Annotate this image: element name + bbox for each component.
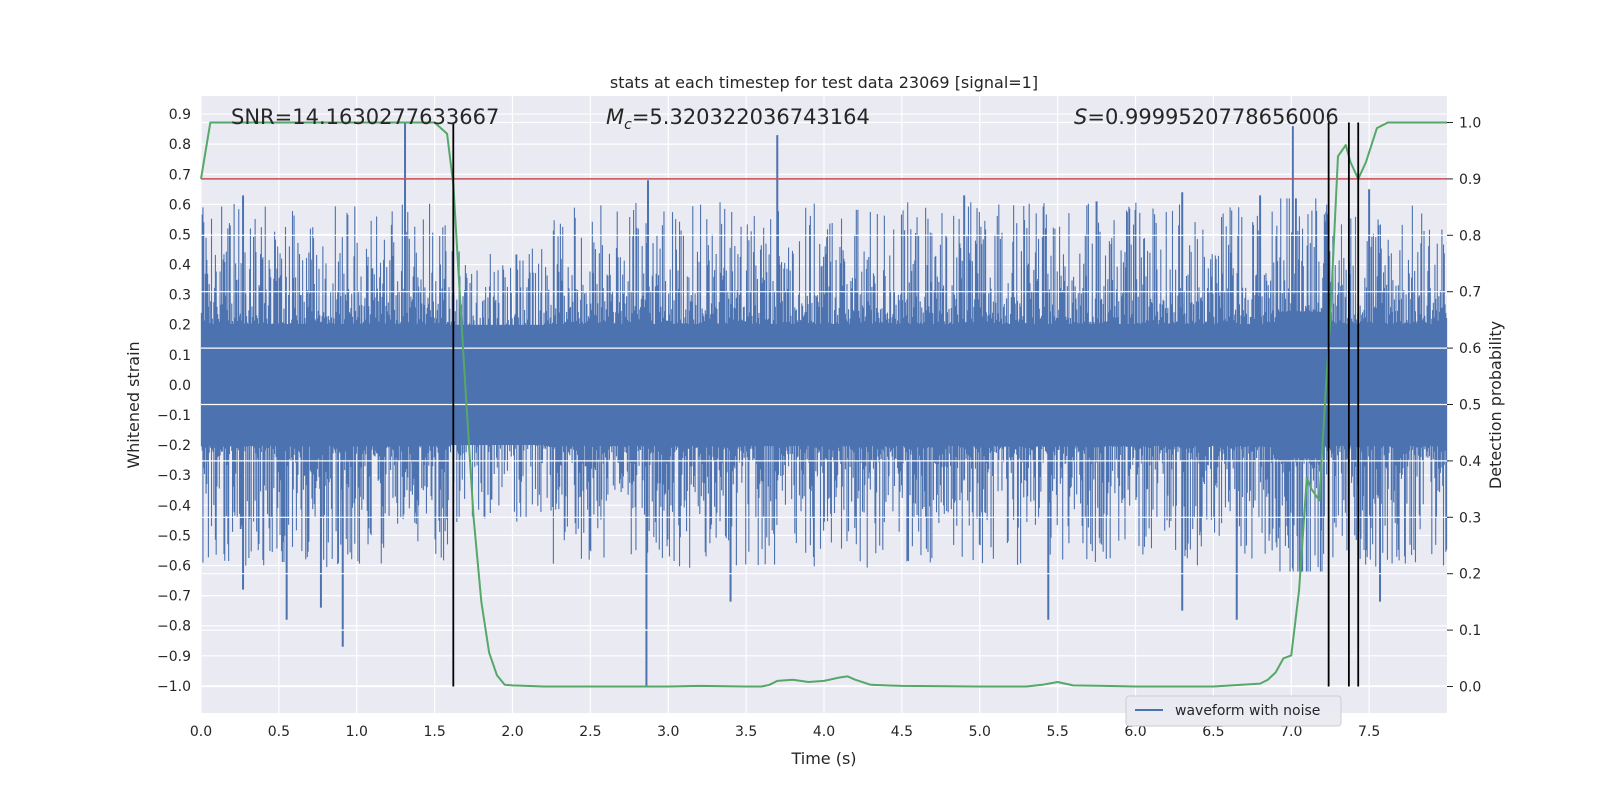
- y-tick-label: 0.0: [169, 378, 191, 394]
- chirp-mass-value: =5.320322036743164: [632, 105, 870, 129]
- vertical-markers: [452, 122, 1360, 687]
- x-tick-label: 4.0: [813, 724, 835, 740]
- y-tick-label: 0.1: [169, 348, 191, 364]
- x-tick-label: 3.5: [735, 724, 757, 740]
- x-tick-label: 3.0: [657, 724, 679, 740]
- y-tick-label: 0.5: [169, 227, 191, 243]
- y2-tick-label: 0.4: [1459, 454, 1481, 470]
- x-axis-label: Time (s): [790, 749, 856, 768]
- y-tick-label: −0.1: [157, 408, 191, 424]
- y-tick-label: 0.7: [169, 167, 191, 183]
- snr-annotation: SNR=14.1630277633667: [231, 105, 499, 129]
- y-tick-label: −0.6: [157, 559, 191, 575]
- chart-title: stats at each timestep for test data 230…: [610, 73, 1038, 92]
- y-tick-label: 0.4: [169, 258, 191, 274]
- y-tick-label: −0.7: [157, 589, 191, 605]
- y2-axis-ticks: 1.0 0.9 0.8 0.7 0.6 0.5 0.4 0.3 0.2 0.1 0.0: [1447, 116, 1481, 695]
- score-symbol: S: [1074, 105, 1087, 129]
- y2-axis-label: Detection probability: [1486, 321, 1505, 489]
- y2-tick-label: 0.3: [1459, 510, 1481, 526]
- y-tick-label: −1.0: [157, 679, 191, 695]
- x-tick-label: 5.5: [1046, 724, 1068, 740]
- chirp-mass-annotation: Mc=5.320322036743164: [606, 105, 870, 133]
- y2-tick-label: 0.6: [1459, 341, 1481, 357]
- score-value: =0.9999520778656006: [1087, 105, 1338, 129]
- y-tick-label: 0.8: [169, 137, 191, 153]
- x-tick-label: 0.5: [268, 724, 290, 740]
- x-tick-label: 1.0: [346, 724, 368, 740]
- x-tick-label: 7.5: [1358, 724, 1380, 740]
- y-axis-ticks: 0.9 0.8 0.7 0.6 0.5 0.4 0.3 0.2 0.1 0.0 −0.1 −0.2 −0…: [157, 107, 191, 695]
- x-tick-label: 6.0: [1124, 724, 1146, 740]
- y2-tick-label: 0.5: [1459, 398, 1481, 414]
- x-axis-ticks: 0.0 0.5 1.0 1.5 2.0 2.5 3.0 3.5 4.0 4.5 5.0 5.5 6.0 6…: [190, 724, 1380, 740]
- y2-tick-label: 0.1: [1459, 623, 1481, 639]
- x-tick-label: 6.5: [1202, 724, 1224, 740]
- waveform-series: [200, 123, 1448, 686]
- y-tick-label: 0.9: [169, 107, 191, 123]
- y2-tick-label: 0.2: [1459, 567, 1481, 583]
- x-tick-label: 1.5: [423, 724, 445, 740]
- y-tick-label: 0.2: [169, 318, 191, 334]
- x-tick-label: 0.0: [190, 724, 212, 740]
- x-tick-label: 2.5: [579, 724, 601, 740]
- y-tick-label: 0.6: [169, 197, 191, 213]
- chirp-mass-symbol: M: [606, 105, 624, 129]
- y-tick-label: −0.2: [157, 438, 191, 454]
- y-tick-label: −0.4: [157, 498, 191, 514]
- waveform-core-band: [201, 324, 1447, 446]
- y-tick-label: −0.8: [157, 619, 191, 635]
- y-tick-label: 0.3: [169, 288, 191, 304]
- legend-label: waveform with noise: [1175, 703, 1320, 719]
- x-tick-label: 2.0: [501, 724, 523, 740]
- x-tick-label: 4.5: [891, 724, 913, 740]
- y-tick-label: −0.3: [157, 468, 191, 484]
- detection-probability-series: [200, 121, 1447, 688]
- y-tick-label: −0.5: [157, 528, 191, 544]
- x-tick-label: 7.0: [1280, 724, 1302, 740]
- y2-tick-label: 1.0: [1459, 116, 1481, 132]
- legend-box: [1125, 695, 1342, 727]
- y2-tick-label: 0.7: [1459, 285, 1481, 301]
- score-annotation: S=0.9999520778656006: [1074, 105, 1339, 129]
- y2-tick-label: 0.8: [1459, 228, 1481, 244]
- y2-tick-label: 0.9: [1459, 172, 1481, 188]
- probability-line: [200, 121, 1447, 688]
- y-axis-label: Whitened strain: [124, 341, 143, 468]
- y2-tick-label: 0.0: [1459, 679, 1481, 695]
- chirp-mass-subscript: c: [624, 117, 632, 133]
- x-tick-label: 5.0: [969, 724, 991, 740]
- y-tick-label: −0.9: [157, 649, 191, 665]
- legend: waveform with noise: [1125, 695, 1342, 727]
